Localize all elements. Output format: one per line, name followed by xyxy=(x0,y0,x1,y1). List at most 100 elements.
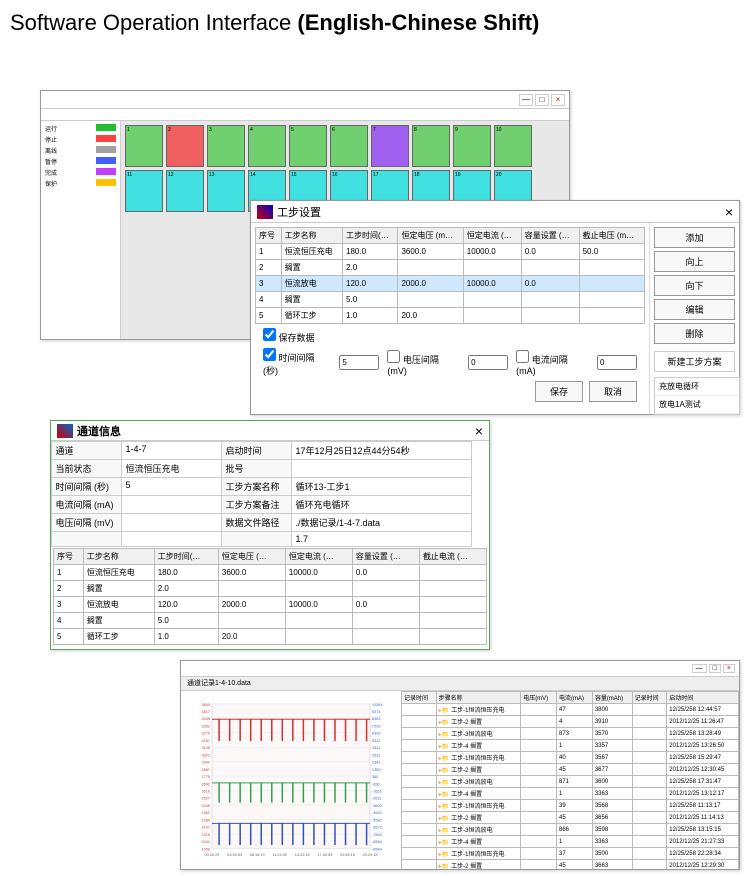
table-row[interactable]: ▸📁工步-2 搁置4536772012/12/25 12:30:45 xyxy=(402,764,739,776)
svg-text:08:16:19: 08:16:19 xyxy=(250,853,265,857)
close-button[interactable]: × xyxy=(723,664,735,673)
table-row[interactable]: ▸📁工步-1恒流恒压充电39356812/25/258 11:13:17 xyxy=(402,800,739,812)
table-row[interactable]: ▸📁工步-4 搁置133632012/12/25 13:12:17 xyxy=(402,788,739,800)
column-header: 容量设置 (… xyxy=(521,228,579,244)
table-row[interactable]: 3恒流放电120.02000.010000.00.0 xyxy=(54,597,487,613)
scheme-list-item[interactable]: 放电1A测试 xyxy=(655,396,739,414)
info-value: 恒流恒压充电 xyxy=(121,459,222,478)
channel-cell[interactable]: 2 xyxy=(166,125,204,167)
window-titlebar: 通道信息 × xyxy=(51,421,489,441)
svg-text:1950: 1950 xyxy=(201,847,210,851)
svg-text:-9544: -9544 xyxy=(372,847,383,851)
maximize-button[interactable]: □ xyxy=(709,664,721,673)
svg-text:2197: 2197 xyxy=(201,826,210,830)
channel-cell[interactable]: 5 xyxy=(289,125,327,167)
table-row[interactable]: ▸📁工步-2 搁置439102012/12/25 11:26:47 xyxy=(402,716,739,728)
info-value xyxy=(121,495,222,514)
table-row[interactable]: 5循环工步1.020.0 xyxy=(256,308,645,324)
channel-cell[interactable]: 8 xyxy=(412,125,450,167)
column-header: 恒定电流 (… xyxy=(285,549,352,565)
move-up-button[interactable]: 向上 xyxy=(654,251,735,272)
channel-cell[interactable]: 1 xyxy=(125,125,163,167)
info-value: ./数据记录/1-4-7.data xyxy=(291,513,472,532)
table-row[interactable]: ▸📁工步-3恒流放电866359812/25/258 13:15:15 xyxy=(402,824,739,836)
current-interval-checkbox[interactable]: 电流间隔 (mA) xyxy=(516,350,589,376)
table-row[interactable]: 3恒流放电120.02000.010000.00.0 xyxy=(256,276,645,292)
menubar[interactable] xyxy=(41,109,569,121)
maximize-button[interactable]: □ xyxy=(535,94,549,106)
add-button[interactable]: 添加 xyxy=(654,227,735,248)
scheme-list-item[interactable]: 充放电循环 xyxy=(655,378,739,396)
table-row[interactable]: 2搁置2.0 xyxy=(54,581,487,597)
table-row[interactable]: ▸📁工步-1恒流恒压充电40356712/25/258 15:29:47 xyxy=(402,752,739,764)
legend-label: 暂停 xyxy=(45,157,57,166)
table-row[interactable]: ▸📁工步-3恒流放电873357012/25/258 13:28:49 xyxy=(402,728,739,740)
table-row[interactable]: 2搁置2.0 xyxy=(256,260,645,276)
info-label: 当前状态 xyxy=(51,459,122,478)
table-row[interactable]: ▸📁工步-2 搁置4536562012/12/25 11:14:13 xyxy=(402,812,739,824)
table-row[interactable]: ▸📁工步-1恒流恒压充电37350012/25/258 22:28:34 xyxy=(402,848,739,860)
data-log-table[interactable]: 记录时间步骤名称电压(mV)电流(mA)容量(mAh)记录时间启动时间▸📁工步-… xyxy=(401,691,739,869)
svg-text:17:40:55: 17:40:55 xyxy=(317,853,332,857)
close-button[interactable]: × xyxy=(475,423,483,439)
scheme-list[interactable]: 充放电循环放电1A测试 xyxy=(654,377,740,415)
column-header: 序号 xyxy=(256,228,282,244)
svg-text:2341: 2341 xyxy=(372,761,381,765)
table-row[interactable]: ▸📁工步-3恒流放电871360012/25/258 17:31:47 xyxy=(402,776,739,788)
table-row[interactable]: ▸📁工步-1恒流恒压充电47380012/25/258 12:44:57 xyxy=(402,704,739,716)
table-row[interactable]: ▸📁工步-4 搁置133632012/12/25 21:27:33 xyxy=(402,836,739,848)
window-titlebar: — □ × xyxy=(181,661,739,677)
app-logo-icon xyxy=(257,205,273,219)
table-row[interactable]: 1恒流恒压充电180.03600.010000.00.050.0 xyxy=(256,244,645,260)
legend-label: 运行 xyxy=(45,124,57,133)
document-tab[interactable]: 通道记录1-4-10.data xyxy=(181,677,739,691)
svg-text:9274: 9274 xyxy=(372,710,381,714)
table-row[interactable]: 4搁置5.0 xyxy=(54,613,487,629)
column-header: 截止电流 (… xyxy=(419,549,486,565)
table-row[interactable]: 5循环工步1.020.0 xyxy=(54,629,487,645)
channel-cell[interactable]: 11 xyxy=(125,170,163,212)
table-row[interactable]: ▸📁工步-4 搁置133572012/12/25 13:26:50 xyxy=(402,740,739,752)
table-row[interactable]: 4搁置5.0 xyxy=(256,292,645,308)
delete-button[interactable]: 删除 xyxy=(654,323,735,344)
close-button[interactable]: × xyxy=(725,204,733,220)
channel-info-window: 通道信息 × 通道1-4-7启动时间17年12月25日12点44分54秒当前状态… xyxy=(50,420,490,650)
channel-cell[interactable]: 13 xyxy=(207,170,245,212)
cancel-button[interactable]: 取消 xyxy=(589,381,637,402)
title-text: Software Operation Interface xyxy=(10,10,297,35)
svg-text:-630: -630 xyxy=(372,782,380,786)
move-down-button[interactable]: 向下 xyxy=(654,275,735,296)
channel-cell[interactable]: 7 xyxy=(371,125,409,167)
close-button[interactable]: × xyxy=(551,94,565,106)
channel-cell[interactable]: 4 xyxy=(248,125,286,167)
table-row[interactable]: ▸📁工步-2 搁置4536632012/12/25 12:29:30 xyxy=(402,860,739,870)
save-button[interactable]: 保存 xyxy=(535,381,583,402)
steps-table[interactable]: 序号工步名称工步时间(…恒定电压 (m…恒定电流 (…容量设置 (…截止电压 (… xyxy=(255,227,645,324)
folder-icon: ▸📁 xyxy=(439,804,449,810)
window-title: 工步设置 xyxy=(277,204,321,220)
svg-text:6302: 6302 xyxy=(372,732,381,736)
title-bold: (English-Chinese Shift) xyxy=(297,10,539,35)
info-label: 批号 xyxy=(221,459,292,478)
minimize-button[interactable]: — xyxy=(519,94,533,106)
channel-cell[interactable]: 6 xyxy=(330,125,368,167)
time-interval-checkbox[interactable]: 时间间隔 (秒) xyxy=(263,348,331,377)
voltage-interval-input[interactable] xyxy=(468,355,508,370)
info-label: 电压间隔 (mV) xyxy=(51,513,122,532)
app-logo-icon xyxy=(57,424,73,438)
time-interval-input[interactable] xyxy=(339,355,379,370)
minimize-button[interactable]: — xyxy=(692,664,707,673)
current-interval-input[interactable] xyxy=(597,355,637,370)
window-titlebar: — □ × xyxy=(41,91,569,109)
channel-cell[interactable]: 12 xyxy=(166,170,204,212)
save-data-checkbox[interactable]: 保存数据 xyxy=(263,333,315,343)
edit-button[interactable]: 编辑 xyxy=(654,299,735,320)
legend-swatch xyxy=(96,179,116,186)
channel-cell[interactable]: 10 xyxy=(494,125,532,167)
folder-icon: ▸📁 xyxy=(439,864,449,869)
svg-text:-7563: -7563 xyxy=(372,833,382,837)
channel-cell[interactable]: 9 xyxy=(453,125,491,167)
voltage-interval-checkbox[interactable]: 电压间隔 (mV) xyxy=(387,350,460,376)
table-row[interactable]: 1恒流恒压充电180.03600.010000.00.0 xyxy=(54,565,487,581)
channel-cell[interactable]: 3 xyxy=(207,125,245,167)
